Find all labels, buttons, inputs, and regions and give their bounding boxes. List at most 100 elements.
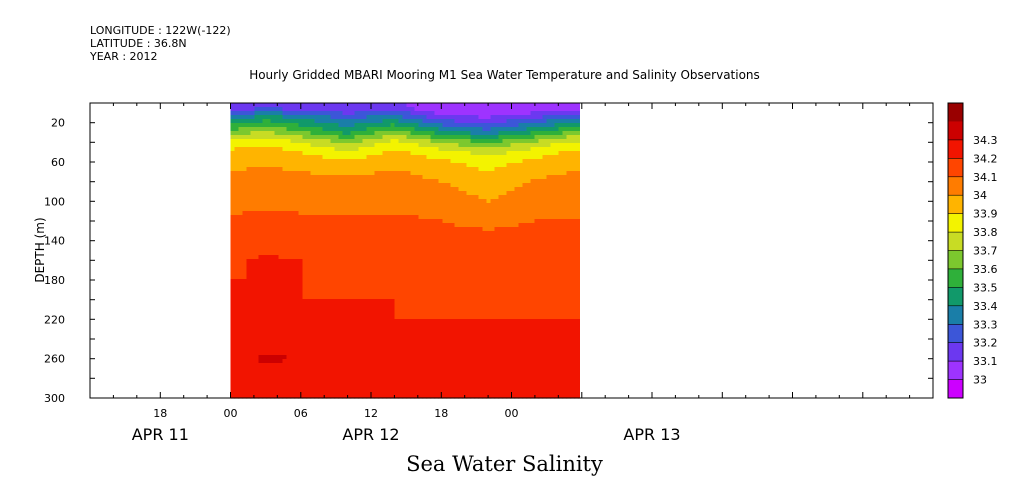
heatmap-cell bbox=[410, 147, 416, 152]
heatmap-cell bbox=[366, 367, 372, 372]
heatmap-cell bbox=[370, 279, 376, 284]
heatmap-cell bbox=[338, 375, 344, 380]
heatmap-cell bbox=[370, 143, 376, 148]
heatmap-cell bbox=[346, 227, 352, 232]
heatmap-cell bbox=[446, 303, 452, 308]
heatmap-cell bbox=[278, 319, 284, 324]
heatmap-cell bbox=[406, 371, 412, 376]
heatmap-cell bbox=[314, 307, 320, 312]
heatmap-cell bbox=[482, 387, 488, 392]
heatmap-cell bbox=[330, 275, 336, 280]
heatmap-cell bbox=[394, 251, 400, 256]
heatmap-cell bbox=[314, 263, 320, 268]
heatmap-cell bbox=[438, 259, 444, 264]
heatmap-cell bbox=[354, 115, 360, 120]
heatmap-cell bbox=[322, 119, 328, 124]
heatmap-cell bbox=[418, 175, 424, 180]
heatmap-cell bbox=[286, 103, 292, 108]
heatmap-cell bbox=[238, 279, 244, 284]
heatmap-cell bbox=[314, 119, 320, 124]
heatmap-cell bbox=[418, 355, 424, 360]
heatmap-cell bbox=[290, 179, 296, 184]
heatmap-cell bbox=[322, 191, 328, 196]
heatmap-cell bbox=[470, 279, 476, 284]
heatmap-cell bbox=[286, 303, 292, 308]
heatmap-cell bbox=[286, 387, 292, 392]
heatmap-cell bbox=[330, 295, 336, 300]
heatmap-cell bbox=[290, 395, 296, 399]
heatmap-cell bbox=[234, 247, 240, 252]
heatmap-cell bbox=[298, 351, 304, 356]
heatmap-cell bbox=[282, 331, 288, 336]
heatmap-cell bbox=[366, 187, 372, 192]
heatmap-cell bbox=[366, 139, 372, 144]
heatmap-cell bbox=[302, 391, 308, 396]
heatmap-cell bbox=[326, 215, 332, 220]
heatmap-cell bbox=[458, 207, 464, 212]
heatmap-cell bbox=[334, 367, 340, 372]
heatmap-cell bbox=[438, 379, 444, 384]
heatmap-cell bbox=[458, 211, 464, 216]
heatmap-cell bbox=[238, 335, 244, 340]
heatmap-cell bbox=[466, 215, 472, 220]
heatmap-cell bbox=[474, 215, 480, 220]
heatmap-cell bbox=[398, 167, 404, 172]
heatmap-cell bbox=[378, 271, 384, 276]
heatmap-cell bbox=[358, 363, 364, 368]
heatmap-cell bbox=[254, 363, 260, 368]
heatmap-cell bbox=[462, 295, 468, 300]
heatmap-cell bbox=[246, 323, 252, 328]
heatmap-cell bbox=[266, 263, 272, 268]
heatmap-cell bbox=[450, 207, 456, 212]
heatmap-cell bbox=[382, 199, 388, 204]
heatmap-cell bbox=[346, 195, 352, 200]
heatmap-cell bbox=[494, 351, 500, 356]
heatmap-cell bbox=[238, 375, 244, 380]
heatmap-cell bbox=[454, 395, 460, 399]
heatmap-cell bbox=[418, 323, 424, 328]
heatmap-cell bbox=[262, 323, 268, 328]
heatmap-cell bbox=[370, 283, 376, 288]
heatmap-cell bbox=[330, 187, 336, 192]
heatmap-cell bbox=[302, 115, 308, 120]
heatmap-cell bbox=[494, 267, 500, 272]
heatmap-cell bbox=[250, 115, 256, 120]
heatmap-cell bbox=[274, 179, 280, 184]
heatmap-cell bbox=[286, 359, 292, 364]
heatmap-cell bbox=[378, 159, 384, 164]
heatmap-cell bbox=[450, 343, 456, 348]
heatmap-cell bbox=[378, 211, 384, 216]
heatmap-cell bbox=[270, 159, 276, 164]
heatmap-cell bbox=[250, 179, 256, 184]
heatmap-cell bbox=[438, 171, 444, 176]
heatmap-cell bbox=[458, 143, 464, 148]
heatmap-cell bbox=[322, 183, 328, 188]
heatmap-cell bbox=[330, 203, 336, 208]
heatmap-cell bbox=[274, 223, 280, 228]
heatmap-cell bbox=[454, 219, 460, 224]
heatmap-cell bbox=[286, 363, 292, 368]
heatmap-cell bbox=[290, 215, 296, 220]
heatmap-cell bbox=[374, 327, 380, 332]
heatmap-cell bbox=[418, 287, 424, 292]
heatmap-cell bbox=[458, 395, 464, 399]
heatmap-cell bbox=[494, 287, 500, 292]
heatmap-cell bbox=[462, 291, 468, 296]
heatmap-cell bbox=[366, 371, 372, 376]
heatmap-cell bbox=[474, 287, 480, 292]
heatmap-cell bbox=[274, 335, 280, 340]
heatmap-cell bbox=[354, 359, 360, 364]
heatmap-cell bbox=[458, 279, 464, 284]
heatmap-cell bbox=[238, 123, 244, 128]
heatmap-cell bbox=[274, 331, 280, 336]
heatmap-cell bbox=[270, 339, 276, 344]
heatmap-cell bbox=[326, 159, 332, 164]
heatmap-cell bbox=[274, 143, 280, 148]
heatmap-cell bbox=[466, 315, 472, 320]
heatmap-cell bbox=[410, 375, 416, 380]
heatmap-cell bbox=[322, 167, 328, 172]
heatmap-cell bbox=[298, 291, 304, 296]
heatmap-cell bbox=[414, 291, 420, 296]
heatmap-cell bbox=[326, 183, 332, 188]
heatmap-cell bbox=[434, 255, 440, 260]
